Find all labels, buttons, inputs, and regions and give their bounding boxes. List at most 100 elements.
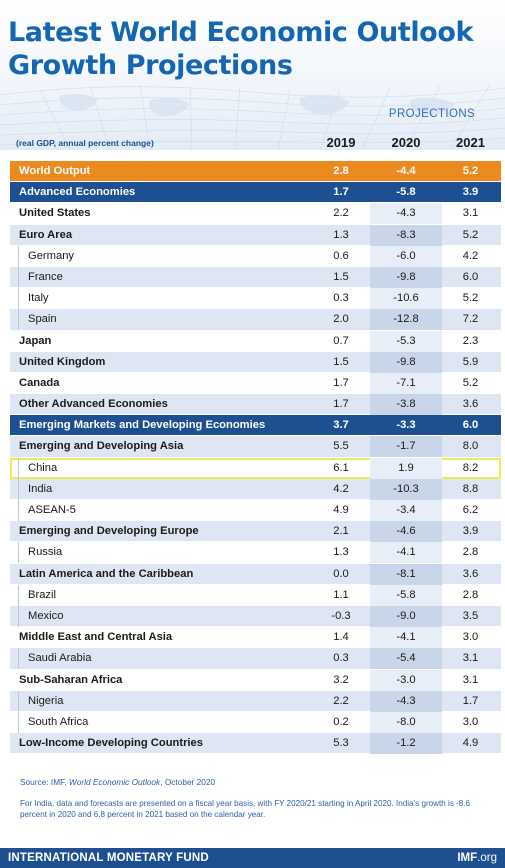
- row-label: Emerging Markets and Developing Economie…: [19, 419, 266, 432]
- table-row: South Africa 0.2 -8.0 3.0: [10, 711, 501, 734]
- value-2019: 1.7: [333, 376, 349, 389]
- value-2019: -0.3: [331, 609, 351, 622]
- projection-column-shade: [370, 500, 442, 521]
- table-row: China 6.1 1.9 8.2: [10, 457, 501, 479]
- column-header-2020: 2020: [391, 135, 421, 150]
- value-2021: 3.6: [462, 398, 479, 411]
- table-row: Emerging and Developing Europe 2.1 -4.6 3.9: [10, 521, 501, 543]
- value-2020: -8.0: [396, 715, 416, 728]
- table-row: Brazil 1.1 -5.8 2.8: [10, 584, 501, 606]
- value-2019: 1.5: [333, 270, 349, 283]
- projection-column-shade: [370, 605, 442, 627]
- row-label: Germany: [28, 249, 75, 262]
- projection-column-shade: [370, 478, 442, 500]
- value-2019: 0.3: [333, 292, 349, 305]
- table-row: ASEAN-5 4.9 -3.4 6.2: [10, 500, 501, 522]
- value-2021: 3.5: [462, 609, 479, 622]
- projection-column-shade: [370, 351, 442, 373]
- table-row: Advanced Economies 1.7 -5.8 3.9: [10, 182, 501, 204]
- row-label: Other Advanced Economies: [19, 398, 168, 411]
- value-2020: -6.0: [396, 249, 416, 262]
- table-row: Mexico -0.3 -9.0 3.5: [10, 605, 501, 628]
- website-link[interactable]: IMF.org: [457, 848, 497, 868]
- value-2020: -4.6: [396, 525, 416, 538]
- value-2020: -1.7: [396, 440, 416, 453]
- value-2019: 2.8: [333, 165, 349, 177]
- footer-bar: INTERNATIONAL MONETARY FUND IMF.org: [0, 848, 505, 868]
- value-2021: 8.0: [462, 440, 479, 453]
- projection-column-shade: [370, 436, 442, 458]
- row-label: Latin America and the Caribbean: [19, 567, 194, 580]
- value-2019: 1.3: [333, 228, 349, 241]
- value-2021: 3.6: [462, 567, 479, 580]
- source-suffix: , October 2020: [160, 777, 216, 787]
- value-2020: -4.3: [396, 694, 416, 707]
- value-2019: 6.1: [333, 461, 349, 474]
- projection-column-shade: [370, 245, 442, 267]
- value-2020: -12.8: [393, 313, 419, 326]
- value-2021: 2.8: [462, 588, 479, 601]
- page-title: Latest World Economic Outlook Growth Pro…: [8, 16, 503, 82]
- value-2019: 1.3: [333, 546, 349, 559]
- website-main: IMF: [457, 852, 478, 864]
- value-2021: 6.0: [462, 419, 479, 432]
- source-prefix: Source: IMF,: [20, 777, 67, 787]
- row-label: Advanced Economies: [19, 186, 136, 199]
- row-label: Russia: [28, 546, 63, 559]
- row-label: Emerging and Developing Europe: [19, 525, 199, 538]
- table-row: Russia 1.3 -4.1 2.8: [10, 542, 501, 564]
- source-title: World Economic Outlook: [68, 777, 161, 787]
- row-label: India: [28, 482, 53, 495]
- value-2019: 0.2: [333, 715, 349, 728]
- value-2020: -1.2: [396, 737, 416, 750]
- projection-column-shade: [370, 711, 442, 733]
- table-row: Spain 2.0 -12.8 7.2: [10, 309, 501, 331]
- value-2020: -9.0: [396, 609, 416, 622]
- row-label: Middle East and Central Asia: [19, 631, 173, 644]
- value-2020: -4.1: [396, 546, 416, 559]
- table-body: World Output 2.8 -4.4 5.2 Advanced Economies…: [10, 161, 501, 755]
- value-2021: 5.2: [462, 228, 479, 241]
- projection-column-shade: [370, 648, 442, 670]
- value-2019: 3.2: [333, 673, 349, 686]
- table-row: United Kingdom 1.5 -9.8 5.9: [10, 351, 501, 373]
- table-row: Euro Area 1.3 -8.3 5.2: [10, 224, 501, 246]
- value-2020: -5.4: [396, 652, 416, 665]
- value-2019: 1.7: [333, 186, 349, 199]
- table-row: Latin America and the Caribbean 0.0 -8.1 3.…: [10, 563, 501, 585]
- projection-column-shade: [370, 521, 442, 543]
- header-area: Latest World Economic Outlook Growth Pro…: [0, 0, 505, 150]
- projection-column-shade: [370, 584, 442, 606]
- table-row: France 1.5 -9.8 6.0: [10, 266, 501, 289]
- projection-column-shade: [370, 288, 442, 310]
- row-label: Low-Income Developing Countries: [19, 737, 203, 750]
- row-label: United Kingdom: [19, 355, 106, 368]
- value-2020: -5.8: [396, 186, 416, 199]
- value-2021: 2.8: [462, 546, 479, 559]
- table-header-row: (real GDP, annual percent change) 2019 2…: [10, 131, 501, 155]
- table-row: Other Advanced Economies 1.7 -3.8 3.6: [10, 394, 501, 416]
- value-2019: 2.2: [333, 694, 349, 707]
- value-2019: 5.3: [333, 737, 349, 750]
- title-line-1: Latest World Economic Outlook: [8, 17, 474, 48]
- row-label: Nigeria: [28, 694, 64, 707]
- value-2019: 0.7: [333, 334, 349, 347]
- row-label: Brazil: [28, 588, 56, 601]
- value-2021: 3.1: [462, 207, 479, 220]
- row-label: Emerging and Developing Asia: [19, 440, 184, 453]
- projection-column-shade: [370, 457, 442, 479]
- value-2019: 1.7: [333, 398, 349, 411]
- value-2019: 0.3: [333, 652, 349, 665]
- row-label: France: [28, 270, 63, 283]
- world-map-watermark: [0, 83, 505, 150]
- table-row: Nigeria 2.2 -4.3 1.7: [10, 690, 501, 712]
- row-label: Sub-Saharan Africa: [19, 673, 123, 686]
- column-header-2021: 2021: [456, 135, 485, 150]
- value-2019: 1.5: [333, 355, 349, 368]
- value-2020: -10.6: [393, 292, 419, 305]
- row-label: Euro Area: [19, 228, 73, 241]
- value-2019: 5.5: [333, 440, 349, 453]
- projection-column-shade: [370, 372, 442, 394]
- value-2021: 5.2: [462, 376, 479, 389]
